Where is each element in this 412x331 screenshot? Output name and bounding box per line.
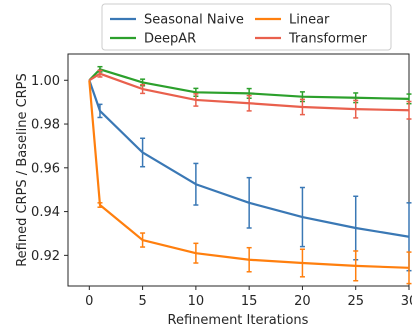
error-bar bbox=[299, 186, 305, 248]
legend-label: Transformer bbox=[288, 32, 368, 47]
error-bar bbox=[193, 93, 199, 107]
legend: Seasonal Naive DeepAR Linear Transformer bbox=[101, 3, 392, 51]
y-tick-label: 0.96 bbox=[31, 161, 60, 176]
legend-label: DeepAR bbox=[144, 32, 196, 47]
series-line-seasonal-naive bbox=[88, 79, 410, 238]
error-bar bbox=[140, 137, 146, 168]
legend-frame bbox=[101, 3, 392, 51]
legend-item-deepar: DeepAR bbox=[110, 32, 196, 47]
legend-label: Seasonal Naive bbox=[144, 13, 244, 28]
legend-item-linear: Linear bbox=[255, 13, 330, 28]
x-tick-label: 10 bbox=[188, 294, 205, 309]
y-axis: 0.92 0.94 0.96 0.98 1.00 bbox=[31, 74, 68, 264]
x-tick-label: 20 bbox=[294, 294, 311, 309]
x-tick-label: 25 bbox=[347, 294, 364, 309]
legend-label: Linear bbox=[289, 13, 330, 28]
error-bar bbox=[246, 94, 252, 112]
series-line-deepar bbox=[88, 68, 410, 100]
error-bar bbox=[353, 250, 359, 282]
x-axis-label: Refinement Iterations bbox=[168, 313, 309, 328]
error-bar bbox=[299, 98, 305, 116]
y-axis-label: Refined CRPS / Baseline CRPS bbox=[15, 73, 30, 267]
y-tick-label: 0.92 bbox=[31, 249, 60, 264]
error-bar bbox=[193, 162, 199, 206]
legend-item-transformer: Transformer bbox=[255, 32, 368, 47]
error-bar bbox=[97, 69, 103, 78]
error-bar bbox=[97, 202, 103, 208]
error-bar bbox=[406, 100, 412, 120]
error-bar bbox=[406, 251, 412, 285]
error-bar bbox=[299, 248, 305, 278]
error-bar bbox=[246, 246, 252, 273]
y-tick-label: 0.94 bbox=[31, 205, 60, 220]
series-layer bbox=[88, 65, 412, 285]
legend-item-seasonal-naive: Seasonal Naive bbox=[110, 13, 244, 28]
error-bar bbox=[246, 176, 252, 229]
plot-area bbox=[67, 53, 410, 287]
error-bar bbox=[193, 242, 199, 264]
x-tick-label: 5 bbox=[138, 294, 146, 309]
y-tick-label: 0.98 bbox=[31, 118, 60, 133]
x-tick-label: 15 bbox=[241, 294, 258, 309]
error-bar bbox=[97, 103, 103, 119]
error-bar bbox=[140, 83, 146, 95]
x-tick-label: 0 bbox=[85, 294, 93, 309]
x-axis: 0 5 10 15 20 25 30 bbox=[85, 286, 412, 309]
x-tick-label: 30 bbox=[401, 294, 412, 309]
series-deepar bbox=[88, 65, 412, 105]
series-transformer bbox=[88, 69, 412, 120]
series-linear bbox=[88, 80, 412, 285]
series-line-transformer bbox=[88, 72, 410, 112]
error-bar bbox=[353, 99, 359, 119]
series-line-linear bbox=[88, 80, 410, 269]
error-bar bbox=[140, 232, 146, 248]
y-tick-label: 1.00 bbox=[31, 74, 60, 89]
